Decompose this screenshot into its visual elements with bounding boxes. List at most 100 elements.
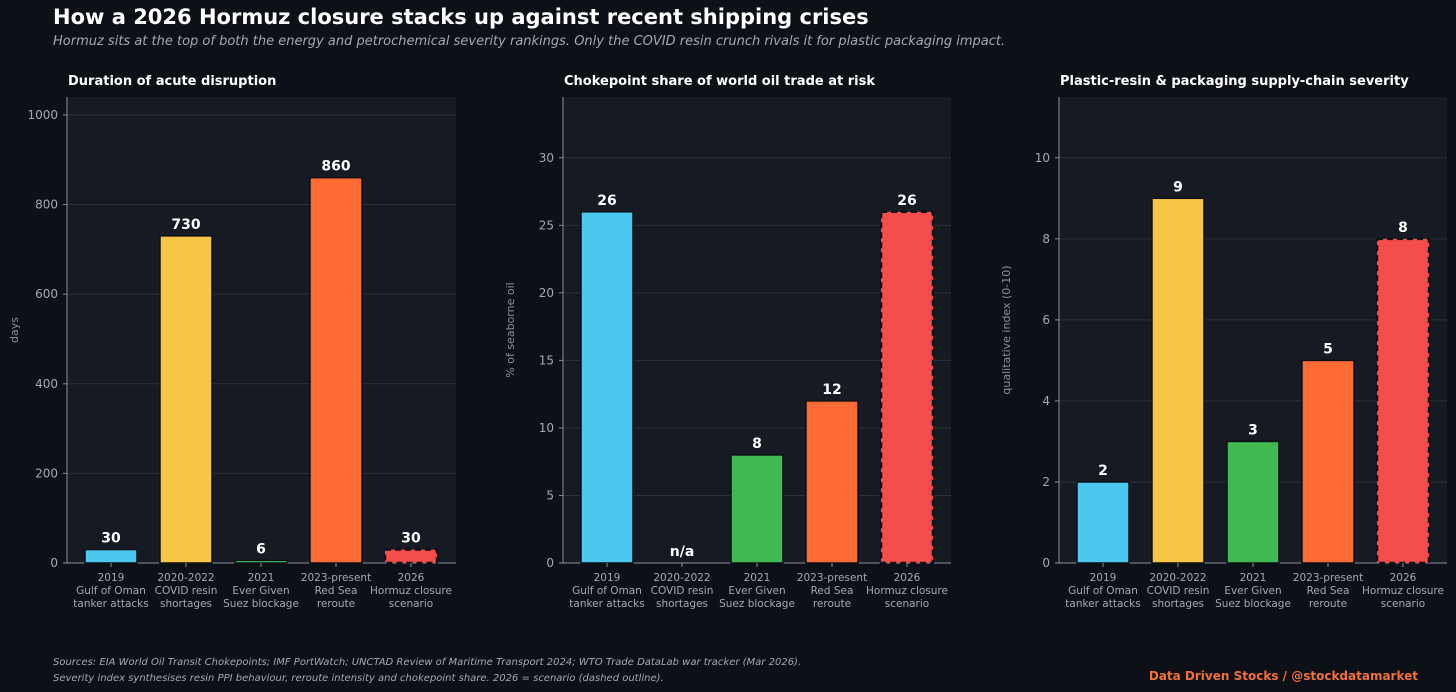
chart-3-bar-3 [1226, 440, 1280, 564]
chart-3-data-label-3: 3 [1248, 422, 1258, 438]
chart-2-category-label-4: 2023-present [797, 572, 867, 584]
chart-2-category-label-3: Ever Given [728, 585, 785, 597]
chart-1-category-label-1: tanker attacks [73, 598, 148, 610]
chart-1-category-label-5: 2026 [398, 572, 425, 584]
chart-2-category-label-4: reroute [813, 598, 851, 610]
chart-2-category-label-2: COVID resin [651, 585, 714, 597]
chart-2-title: Chokepoint share of world oil trade at r… [564, 74, 875, 89]
chart-3-bar-2 [1151, 197, 1205, 564]
chart-1-category-label-3: Ever Given [232, 585, 289, 597]
chart-2-category-label-1: tanker attacks [569, 598, 644, 610]
chart-1-category-label-2: 2020-2022 [157, 572, 214, 584]
chart-1-category-label-4: reroute [317, 598, 355, 610]
chart-1-category-label-5: scenario [389, 598, 433, 610]
chart-2-data-label-1: 26 [597, 193, 616, 209]
chart-1-category-label-2: shortages [160, 598, 212, 610]
chart-1-y-tick-label: 400 [35, 377, 58, 391]
chart-1-category-label-4: Red Sea [315, 585, 358, 597]
chart-2-category-label-5: Hormuz closure [866, 585, 948, 597]
chart-3-data-label-1: 2 [1098, 463, 1108, 479]
chart-1-y-tick-label: 0 [50, 556, 58, 570]
chart-3-y-axis-label: qualitative index (0-10) [1000, 265, 1013, 394]
chart-3-bar-4 [1301, 359, 1355, 564]
chart-3-title: Plastic-resin & packaging supply-chain s… [1060, 74, 1409, 89]
chart-3-category-label-4: reroute [1309, 598, 1347, 610]
chart-1-data-label-2: 730 [171, 217, 200, 233]
chart-1-plot-area [67, 97, 456, 563]
chart-3-category-label-4: Red Sea [1307, 585, 1350, 597]
chart-3-y-tick-label: 8 [1042, 232, 1050, 246]
chart-2-category-label-2: shortages [656, 598, 708, 610]
chart-3-y-tick-label: 2 [1042, 475, 1050, 489]
chart-3-y-tick-label: 10 [1035, 151, 1050, 165]
chart-3-category-label-5: scenario [1381, 598, 1425, 610]
chart-2-data-label-4: 12 [822, 382, 841, 398]
chart-2-bar-4 [805, 400, 859, 564]
chart-2-category-label-5: scenario [885, 598, 929, 610]
chart-2-y-axis-label: % of seaborne oil [504, 282, 517, 377]
chart-3-category-label-2: 2020-2022 [1149, 572, 1206, 584]
chart-2-category-label-3: Suez blockage [719, 598, 795, 610]
chart-2-bar-3 [730, 454, 784, 564]
chart-2-category-label-3: 2021 [744, 572, 771, 584]
sources-line-2: Severity index synthesises resin PPI beh… [53, 673, 664, 684]
chart-3-category-label-1: 2019 [1090, 572, 1117, 584]
chart-1-bar-1 [84, 548, 138, 564]
chart-3-category-label-3: Ever Given [1224, 585, 1281, 597]
chart-2-y-tick-label: 25 [539, 218, 554, 232]
chart-2-category-label-1: Gulf of Oman [572, 585, 642, 597]
brand-credit: Data Driven Stocks / @stockdatamarket [1148, 669, 1418, 683]
chart-2-data-label-5: 26 [897, 193, 916, 209]
chart-3-category-label-1: Gulf of Oman [1068, 585, 1138, 597]
chart-2-y-tick-label: 5 [546, 488, 554, 502]
chart-2-category-label-4: Red Sea [811, 585, 854, 597]
chart-3-y-tick-label: 6 [1042, 313, 1050, 327]
chart-1-category-label-3: 2021 [248, 572, 275, 584]
chart-3-y-tick-label: 4 [1042, 394, 1050, 408]
sources-note: Sources: EIA World Oil Transit Chokepoin… [53, 655, 801, 687]
chart-2-data-label-3: 8 [752, 436, 762, 452]
chart-1-category-label-5: Hormuz closure [370, 585, 452, 597]
chart-1-bar-5 [383, 548, 439, 565]
chart-1-category-label-4: 2023-present [301, 572, 371, 584]
chart-3-bar-5 [1375, 237, 1431, 565]
sources-line-1: Sources: EIA World Oil Transit Chokepoin… [53, 657, 802, 668]
chart-1-bar-2 [159, 235, 213, 564]
chart-3-y-tick-label: 0 [1042, 556, 1050, 570]
chart-1-category-label-1: 2019 [98, 572, 125, 584]
chart-1-category-label-1: Gulf of Oman [76, 585, 146, 597]
chart-2-bar-1 [580, 211, 634, 564]
chart-2-y-tick-label: 30 [539, 151, 554, 165]
chart-1-title: Duration of acute disruption [68, 74, 276, 89]
chart-3-category-label-3: 2021 [1240, 572, 1267, 584]
chart-2-y-tick-label: 0 [546, 556, 554, 570]
chart-3-category-label-3: Suez blockage [1215, 598, 1291, 610]
chart-2-category-label-2: 2020-2022 [653, 572, 710, 584]
chart-1-category-label-2: COVID resin [155, 585, 218, 597]
chart-1-y-tick-label: 800 [35, 198, 58, 212]
chart-3-category-label-2: COVID resin [1147, 585, 1210, 597]
chart-2-data-label-2: n/a [670, 544, 695, 560]
chart-1-y-axis-label: days [8, 317, 21, 343]
chart-1-data-label-3: 6 [256, 541, 266, 557]
chart-3-category-label-2: shortages [1152, 598, 1204, 610]
chart-1-bar-4 [309, 176, 363, 564]
chart-2-category-label-5: 2026 [894, 572, 921, 584]
chart-2-bar-5 [879, 210, 935, 565]
chart-1-y-tick-label: 1000 [27, 108, 58, 122]
chart-2-category-label-1: 2019 [594, 572, 621, 584]
chart-1-y-tick-label: 600 [35, 287, 58, 301]
chart-3-data-label-2: 9 [1173, 179, 1183, 195]
chart-3-data-label-5: 8 [1398, 220, 1408, 236]
chart-1-data-label-4: 860 [321, 159, 350, 175]
chart-1-category-label-3: Suez blockage [223, 598, 299, 610]
page-title: How a 2026 Hormuz closure stacks up agai… [53, 5, 869, 29]
chart-1-bar-3 [234, 559, 288, 564]
chart-3-category-label-5: 2026 [1390, 572, 1417, 584]
chart-1-y-tick-label: 200 [35, 466, 58, 480]
chart-3-data-label-4: 5 [1323, 341, 1333, 357]
chart-1-data-label-1: 30 [101, 531, 121, 547]
chart-3-category-label-5: Hormuz closure [1362, 585, 1444, 597]
chart-2-y-tick-label: 20 [539, 286, 554, 300]
